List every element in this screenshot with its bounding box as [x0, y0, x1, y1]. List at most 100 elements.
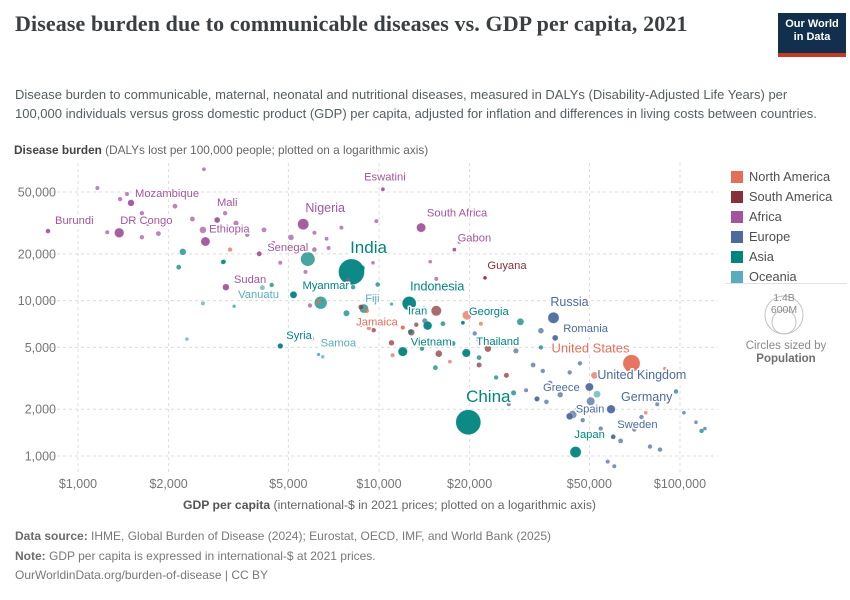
data-point[interactable]: [421, 306, 427, 312]
data-point[interactable]: [510, 390, 517, 396]
data-point[interactable]: [440, 321, 446, 327]
data-point[interactable]: [703, 426, 707, 431]
data-point[interactable]: [145, 221, 151, 226]
dot-samoa[interactable]: [316, 352, 321, 357]
dot-georgia[interactable]: [460, 320, 466, 326]
data-point[interactable]: [200, 301, 205, 306]
data-point[interactable]: [324, 236, 329, 241]
data-point[interactable]: [431, 305, 442, 316]
data-point[interactable]: [350, 285, 356, 290]
dot-eswatini[interactable]: [380, 186, 386, 192]
data-point[interactable]: [575, 405, 582, 413]
dot-thailand[interactable]: [461, 348, 471, 358]
legend-item-north-america[interactable]: North America: [731, 169, 847, 184]
data-point[interactable]: [586, 397, 595, 406]
data-point[interactable]: [663, 366, 667, 371]
data-point[interactable]: [260, 285, 265, 291]
data-point[interactable]: [567, 370, 572, 375]
data-point[interactable]: [422, 318, 428, 324]
dot-germany[interactable]: [606, 404, 616, 414]
dot-dr-congo[interactable]: [114, 227, 125, 238]
data-point[interactable]: [139, 211, 145, 216]
legend-item-asia[interactable]: Asia: [731, 249, 847, 264]
data-point[interactable]: [314, 296, 327, 309]
data-point[interactable]: [434, 276, 439, 281]
data-point[interactable]: [472, 331, 477, 336]
dot-indonesia[interactable]: [401, 296, 417, 311]
data-point[interactable]: [591, 372, 598, 379]
data-point[interactable]: [278, 260, 283, 265]
data-point[interactable]: [316, 299, 321, 304]
dot-senegal[interactable]: [256, 250, 263, 257]
data-point[interactable]: [544, 399, 549, 405]
data-point[interactable]: [139, 235, 145, 240]
data-point[interactable]: [530, 362, 536, 368]
dot-spain[interactable]: [565, 412, 574, 421]
dot-vietnam[interactable]: [397, 346, 408, 357]
data-point[interactable]: [575, 385, 580, 390]
data-point[interactable]: [430, 341, 436, 347]
dot-vanuatu[interactable]: [232, 304, 237, 309]
owid-url-link[interactable]: OurWorldinData.org/burden-of-disease | C…: [15, 568, 269, 582]
data-point[interactable]: [358, 304, 364, 310]
data-point[interactable]: [199, 226, 207, 234]
dot-mali[interactable]: [213, 216, 221, 224]
data-point[interactable]: [547, 380, 553, 386]
dot-romania[interactable]: [551, 334, 559, 342]
data-point[interactable]: [478, 321, 483, 326]
data-point[interactable]: [433, 365, 438, 371]
data-point[interactable]: [312, 247, 317, 252]
data-point[interactable]: [371, 328, 376, 333]
data-point[interactable]: [176, 264, 182, 270]
dot-ethiopia[interactable]: [200, 236, 211, 247]
data-point[interactable]: [364, 293, 369, 299]
data-point[interactable]: [388, 340, 395, 346]
data-point[interactable]: [414, 322, 419, 327]
dot-jamaica[interactable]: [400, 325, 406, 331]
data-point[interactable]: [506, 402, 511, 407]
dot-south-africa[interactable]: [416, 222, 426, 233]
dot-sudan[interactable]: [222, 283, 230, 291]
data-point[interactable]: [476, 362, 482, 368]
data-point[interactable]: [428, 259, 433, 264]
data-point[interactable]: [593, 390, 601, 398]
data-point[interactable]: [408, 329, 413, 334]
data-point[interactable]: [202, 167, 206, 172]
data-point[interactable]: [183, 192, 188, 197]
dot-japan[interactable]: [569, 446, 582, 458]
data-point[interactable]: [694, 420, 698, 425]
data-point[interactable]: [538, 327, 544, 334]
data-point[interactable]: [343, 310, 350, 317]
legend-item-oceania[interactable]: Oceania: [731, 269, 847, 284]
data-point[interactable]: [540, 368, 545, 374]
data-point[interactable]: [448, 359, 452, 364]
data-point[interactable]: [310, 336, 315, 341]
data-point[interactable]: [625, 367, 630, 372]
data-point[interactable]: [117, 196, 123, 202]
data-point[interactable]: [250, 274, 255, 280]
data-point[interactable]: [598, 426, 603, 431]
data-point[interactable]: [435, 350, 443, 357]
data-point[interactable]: [95, 186, 100, 190]
data-point[interactable]: [366, 325, 371, 331]
dot-guyana[interactable]: [482, 275, 488, 281]
data-point[interactable]: [105, 230, 110, 235]
data-point[interactable]: [375, 282, 381, 287]
data-point[interactable]: [320, 355, 325, 359]
data-point[interactable]: [577, 361, 583, 366]
data-point[interactable]: [457, 240, 462, 244]
data-point[interactable]: [217, 200, 222, 205]
data-point[interactable]: [220, 259, 226, 265]
data-point[interactable]: [172, 203, 178, 209]
data-point[interactable]: [632, 427, 637, 432]
data-point[interactable]: [346, 277, 351, 282]
data-point[interactable]: [288, 234, 294, 241]
data-point[interactable]: [390, 353, 395, 358]
data-point[interactable]: [179, 248, 186, 255]
data-point[interactable]: [665, 395, 670, 399]
data-point[interactable]: [300, 252, 315, 267]
data-point[interactable]: [639, 414, 644, 420]
data-point[interactable]: [605, 459, 610, 464]
data-point[interactable]: [657, 447, 663, 452]
data-point[interactable]: [450, 340, 456, 346]
